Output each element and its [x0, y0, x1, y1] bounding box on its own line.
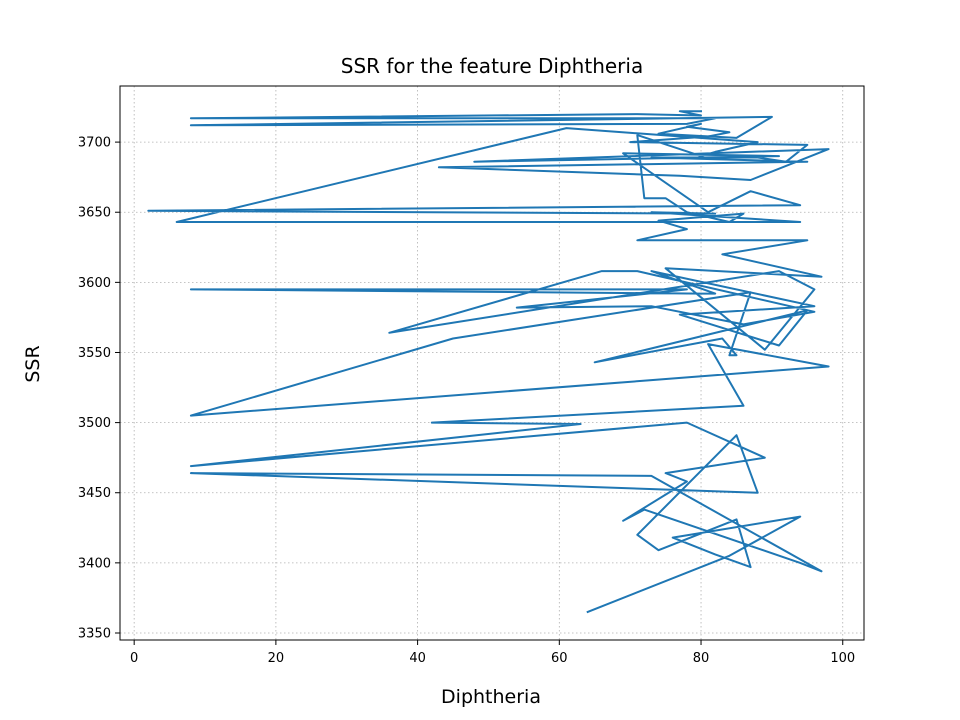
- series-line: [147, 110, 830, 614]
- x-tick-label: 60: [551, 651, 568, 666]
- y-tick-label: 3350: [78, 626, 111, 641]
- x-tick-label: 0: [130, 651, 138, 666]
- y-axis: 3350 3400 3450 3500 3550 3600 3650 3700: [78, 136, 120, 641]
- x-tick-label: 100: [830, 651, 855, 666]
- y-tick-label: 3400: [78, 556, 111, 571]
- x-axis: 0 20 40 60 80 100: [130, 640, 855, 666]
- plot-area: [147, 110, 830, 614]
- x-tick-label: 20: [268, 651, 285, 666]
- axes-frame: [119, 85, 865, 641]
- y-tick-label: 3550: [78, 346, 111, 361]
- y-tick-label: 3600: [78, 276, 111, 291]
- x-tick-label: 40: [409, 651, 426, 666]
- chart-title: SSR for the feature Diphtheria: [341, 54, 643, 78]
- y-tick-label: 3700: [78, 136, 111, 151]
- x-axis-label: Diphtheria: [441, 686, 541, 708]
- y-tick-label: 3450: [78, 486, 111, 501]
- x-tick-label: 80: [693, 651, 710, 666]
- y-tick-label: 3500: [78, 416, 111, 431]
- y-tick-label: 3650: [78, 206, 111, 221]
- y-axis-label: SSR: [22, 345, 44, 382]
